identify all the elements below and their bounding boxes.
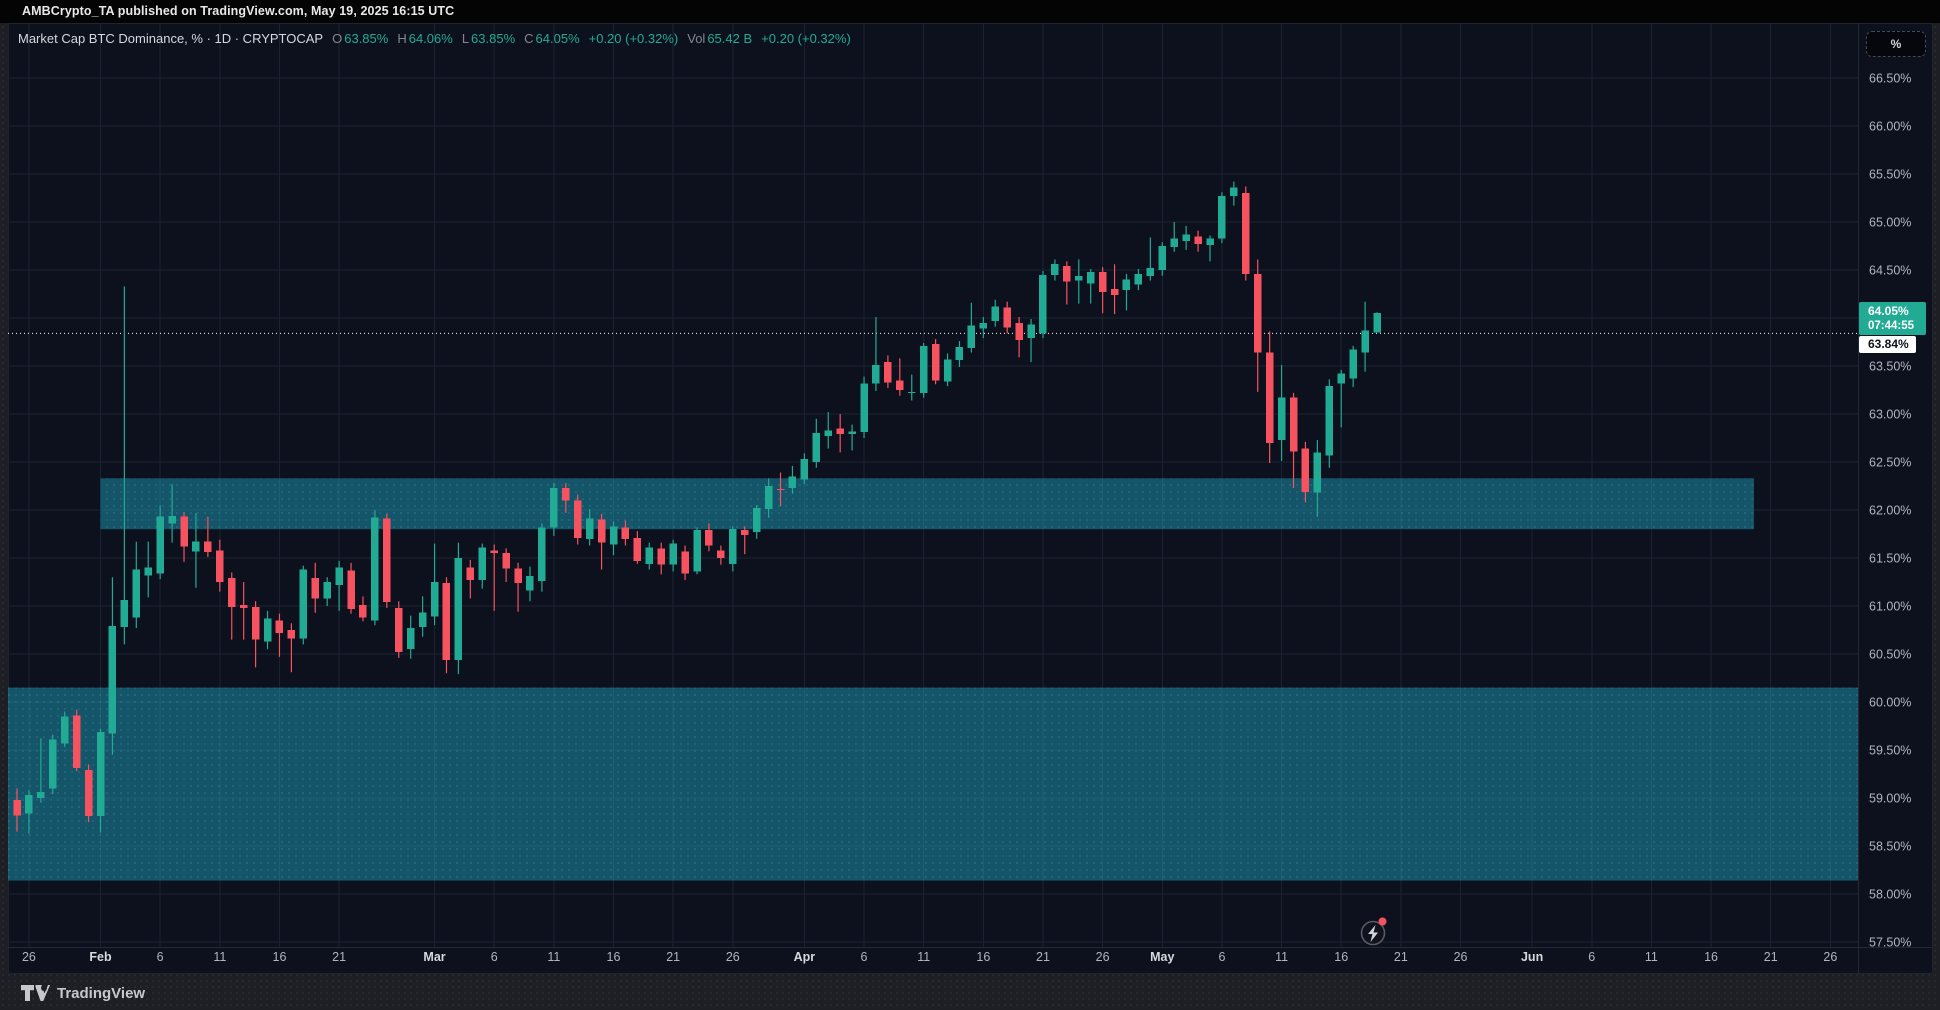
- symbol-legend[interactable]: Market Cap BTC Dominance, % · 1D · CRYPT…: [18, 31, 851, 47]
- tradingview-logo-text: TradingView: [57, 984, 146, 1002]
- legend-volume-change: +0.20 (+0.32%): [761, 31, 851, 46]
- tradingview-logo[interactable]: TradingView: [20, 982, 145, 1004]
- time-axis[interactable]: [8, 947, 1933, 974]
- legend-volume: Vol 65.42 B: [687, 31, 753, 46]
- legend-open: O 63.85%: [332, 31, 389, 46]
- publisher-text: AMBCrypto_TA published on TradingView.co…: [22, 4, 455, 18]
- legend-high: H 64.06%: [397, 31, 453, 46]
- legend-change: +0.20 (+0.32%): [588, 31, 679, 46]
- tradingview-logo-icon: [21, 985, 50, 1001]
- current-price-badge: 63.84%: [1859, 336, 1916, 353]
- last-price-value: 64.05%: [1868, 304, 1909, 318]
- percent-unit-button[interactable]: %: [1866, 31, 1926, 57]
- chart-plot-area[interactable]: [8, 23, 1858, 947]
- publisher-bar: AMBCrypto_TA published on TradingView.co…: [0, 0, 1940, 23]
- symbol-title[interactable]: Market Cap BTC Dominance, % · 1D · CRYPT…: [18, 31, 324, 46]
- legend-low: L 63.85%: [461, 31, 516, 46]
- last-price-badge: 64.05% 07:44:55: [1859, 302, 1926, 335]
- price-axis[interactable]: [1859, 23, 1933, 947]
- bar-countdown: 07:44:55: [1868, 320, 1915, 332]
- legend-close: C 64.05%: [524, 31, 580, 46]
